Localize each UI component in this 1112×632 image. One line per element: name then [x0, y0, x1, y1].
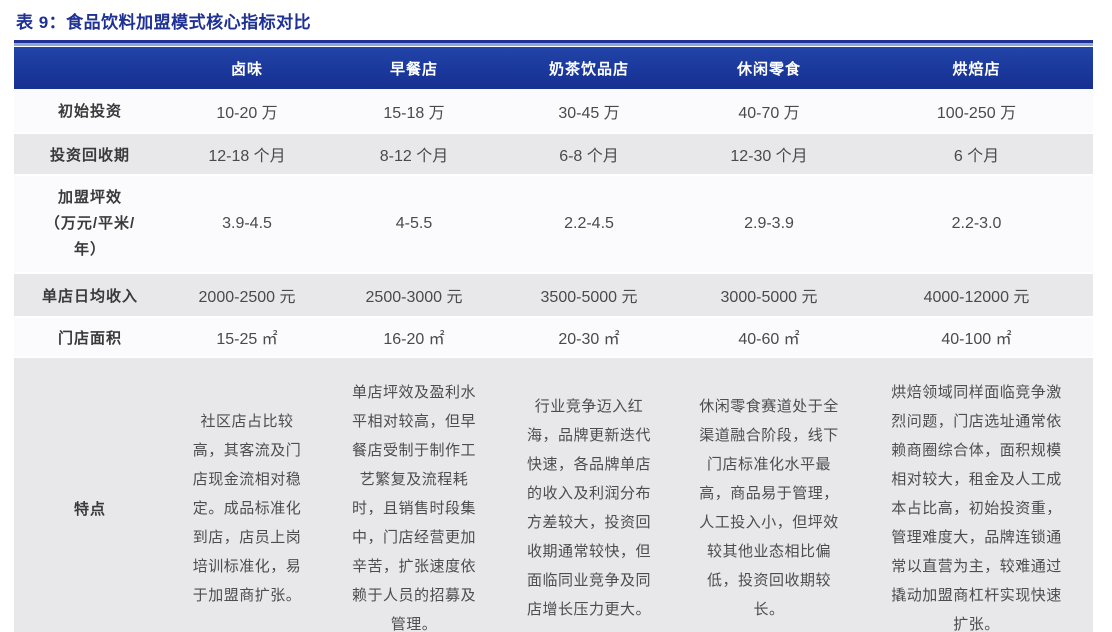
value-cell: 3000-5000 元 [720, 289, 818, 306]
value-cell: 2500-3000 元 [365, 289, 463, 306]
value-cell: 3.9-4.5 [222, 215, 272, 232]
value-cell: 15-25 ㎡ [216, 331, 278, 348]
table-title: 表 9：食品饮料加盟模式核心指标对比 [16, 13, 312, 32]
value-cell: 6 个月 [953, 148, 1000, 165]
value-cell: 30-45 万 [558, 104, 620, 122]
value-cell: 2.9-3.9 [744, 215, 794, 232]
value-cell: 12-30 个月 [730, 148, 808, 165]
value-cell: 2.2-3.0 [951, 215, 1002, 232]
value-cell: 3500-5000 元 [540, 289, 638, 306]
feature-cell-breakfast-shop: 单店坪效及盈利水平相对较高，但早餐店受制于制作工艺繁复及流程耗时，且销售时段集中… [351, 383, 476, 632]
row-sales-per-sqm: 加盟坪效 （万元/平米/ 年） 3.9-4.5 4-5.5 2.2-4.5 2.… [14, 175, 1093, 273]
row-label: 特点 [73, 500, 106, 518]
franchise-comparison-table: 卤味 早餐店 奶茶饮品店 休闲零食 烘焙店 初始投资 10-20 万 15-18… [14, 47, 1093, 632]
row-label: 初始投资 [57, 103, 122, 120]
row-features: 特点 社区店占比较高，其客流及门店现金流相对稳定。成品标准化到店，店员上岗培训标… [14, 357, 1093, 632]
header-cell-bakery: 烘焙店 [860, 47, 1093, 89]
value-cell: 2.2-4.5 [564, 215, 614, 232]
row-store-area: 门店面积 15-25 ㎡ 16-20 ㎡ 20-30 ㎡ 40-60 ㎡ 40-… [14, 317, 1093, 357]
feature-cell-casual-snacks: 休闲零食赛道处于全渠道融合阶段，线下门店标准化水平最高，商品易于管理，人工投入小… [699, 398, 839, 618]
header-cell-blank [14, 47, 166, 89]
value-cell: 4-5.5 [395, 215, 433, 232]
value-cell: 16-20 ㎡ [383, 331, 445, 348]
feature-cell-braised-food: 社区店占比较高，其客流及门店现金流相对稳定。成品标准化到店，店员上岗培训标准化，… [192, 412, 302, 604]
header-row: 卤味 早餐店 奶茶饮品店 休闲零食 烘焙店 [14, 47, 1093, 89]
header-cell-breakfast-shop: 早餐店 [328, 47, 500, 89]
value-cell: 100-250 万 [936, 104, 1017, 122]
value-cell: 40-60 ㎡ [738, 331, 800, 348]
row-label: 门店面积 [57, 329, 122, 347]
value-cell: 12-18 个月 [208, 148, 286, 165]
value-cell: 20-30 ㎡ [558, 331, 620, 348]
value-cell: 40-100 ㎡ [941, 331, 1012, 348]
value-cell: 10-20 万 [216, 104, 278, 122]
feature-cell-milk-tea-shop: 行业竞争迈入红海，品牌更新迭代快速，各品牌单店的收入及利润分布方差较大，投资回收… [526, 398, 651, 618]
value-cell: 4000-12000 元 [923, 289, 1030, 306]
feature-cell-bakery: 烘焙领域同样面临竞争激烈问题，门店选址通常依赖商圈综合体，面积规模相对较大，租金… [891, 383, 1062, 632]
title-underline [14, 40, 1093, 43]
value-cell: 2000-2500 元 [198, 289, 296, 306]
header-cell-casual-snacks: 休闲零食 [678, 47, 860, 89]
row-initial-investment: 初始投资 10-20 万 15-18 万 30-45 万 40-70 万 100… [14, 89, 1093, 133]
row-label: 单店日均收入 [41, 287, 138, 305]
header-cell-braised-food: 卤味 [166, 47, 328, 89]
value-cell: 15-18 万 [383, 104, 445, 122]
row-label: 加盟坪效 （万元/平米/ 年） [44, 189, 136, 258]
header-cell-milk-tea-shop: 奶茶饮品店 [500, 47, 678, 89]
header-top-rule [14, 43, 1093, 46]
row-daily-revenue: 单店日均收入 2000-2500 元 2500-3000 元 3500-5000… [14, 273, 1093, 317]
row-payback-period: 投资回收期 12-18 个月 8-12 个月 6-8 个月 12-30 个月 6… [14, 133, 1093, 175]
row-label: 投资回收期 [49, 146, 130, 164]
value-cell: 40-70 万 [738, 104, 800, 122]
value-cell: 8-12 个月 [379, 148, 449, 165]
value-cell: 6-8 个月 [559, 148, 619, 165]
